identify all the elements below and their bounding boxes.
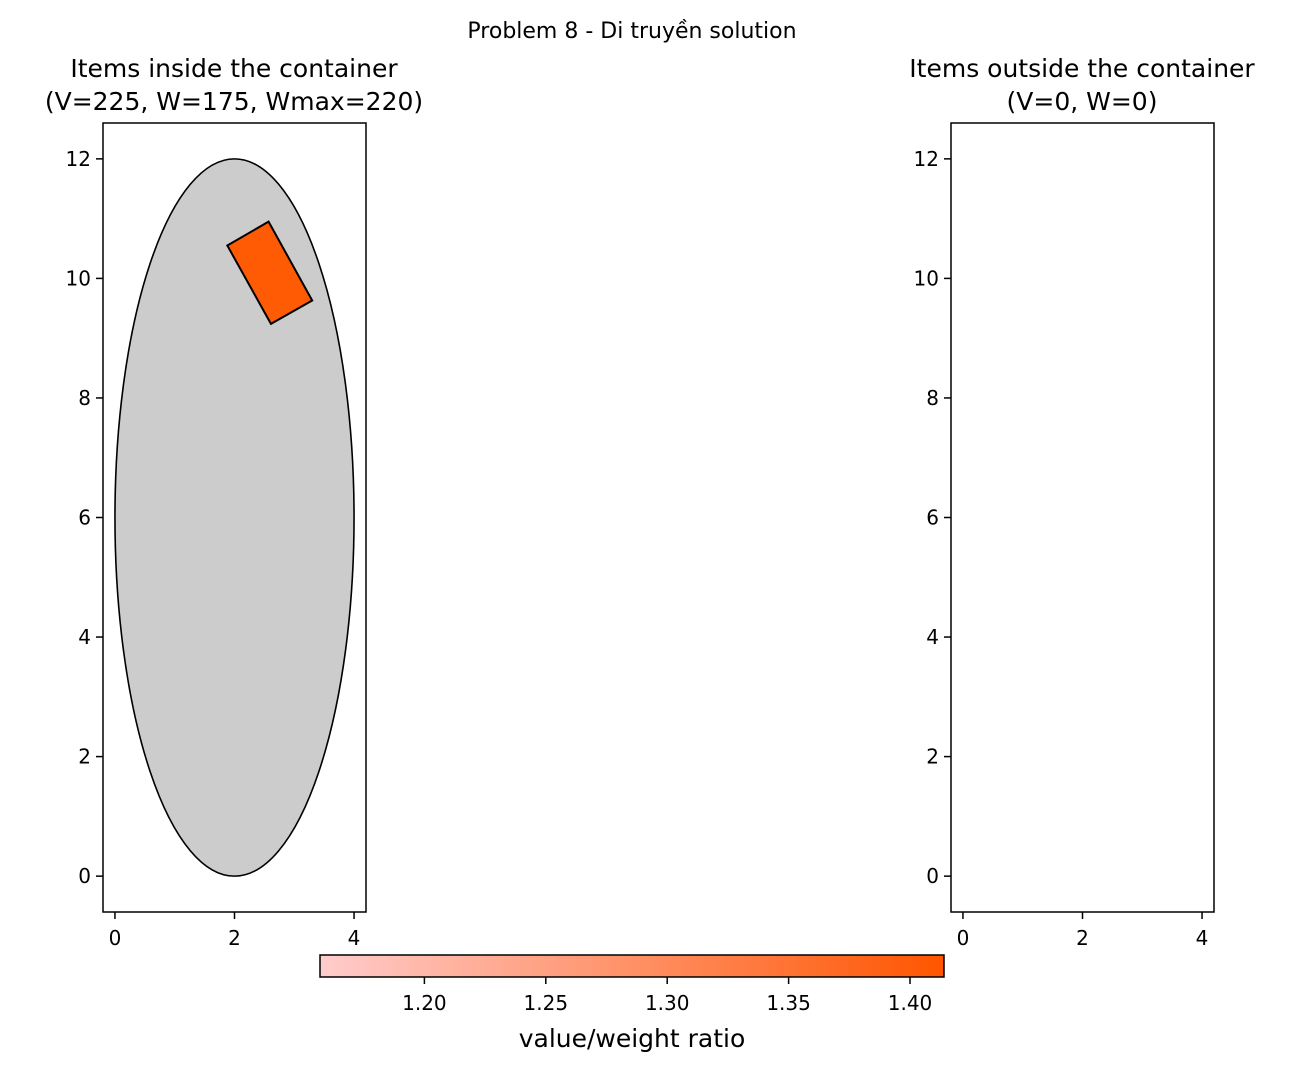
panel-outside-ytick-label: 10 (914, 266, 939, 290)
panel-inside-ytick-label: 8 (78, 386, 91, 410)
colorbar-tick-label: 1.25 (524, 991, 569, 1015)
panel-inside-y-axis: 0 2 4 6 8 10 12 (66, 147, 103, 888)
colorbar-tick-label: 1.35 (766, 991, 811, 1015)
container-ellipse (114, 158, 355, 877)
colorbar-label: value/weight ratio (519, 1024, 746, 1053)
panel-outside-ytick-label: 4 (926, 625, 939, 649)
item-rectangle (225, 220, 314, 326)
panel-outside: Items outside the container (V=0, W=0) 0… (909, 54, 1255, 950)
panel-inside-ytick-label: 12 (66, 147, 91, 171)
panel-outside-ytick-label: 2 (926, 745, 939, 769)
panel-inside-title: Items inside the container (70, 54, 398, 83)
panel-outside-ytick-label: 0 (926, 864, 939, 888)
colorbar-tick-label: 1.40 (888, 991, 933, 1015)
colorbar-tick-label: 1.30 (645, 991, 690, 1015)
panel-outside-frame (950, 122, 1215, 913)
colorbar-tick-label: 1.20 (402, 991, 447, 1015)
panel-inside-xtick-label: 0 (109, 926, 122, 950)
panel-outside-y-axis: 0 2 4 6 8 10 12 (914, 147, 951, 888)
panel-outside-x-axis: 0 2 4 (957, 912, 1209, 950)
panel-inside: Items inside the container (V=225, W=175… (45, 54, 423, 950)
panel-inside-xtick-label: 4 (348, 926, 361, 950)
colorbar-ticks: 1.20 1.25 1.30 1.35 1.40 (402, 977, 932, 1015)
colorbar: 1.20 1.25 1.30 1.35 1.40 value/weight ratio (319, 954, 945, 1053)
panel-inside-ytick-label: 2 (78, 745, 91, 769)
colorbar-gradient (319, 954, 945, 978)
panel-outside-xtick-label: 0 (957, 926, 970, 950)
panel-outside-subtitle: (V=0, W=0) (1007, 87, 1158, 116)
panel-inside-x-axis: 0 2 4 (109, 912, 361, 950)
panel-inside-xtick-label: 2 (228, 926, 241, 950)
panel-inside-ytick-label: 0 (78, 864, 91, 888)
panel-outside-xtick-label: 2 (1076, 926, 1089, 950)
panel-outside-xtick-label: 4 (1196, 926, 1209, 950)
panel-inside-subtitle: (V=225, W=175, Wmax=220) (45, 87, 423, 116)
panel-outside-ytick-label: 8 (926, 386, 939, 410)
panel-outside-ytick-label: 6 (926, 506, 939, 530)
panel-outside-title: Items outside the container (909, 54, 1255, 83)
panel-inside-plot (102, 122, 367, 913)
panel-inside-ytick-label: 10 (66, 266, 91, 290)
panel-inside-ytick-label: 4 (78, 625, 91, 649)
figure-suptitle: Problem 8 - Di truyền solution (467, 19, 796, 44)
panel-inside-ytick-label: 6 (78, 506, 91, 530)
panel-outside-ytick-label: 12 (914, 147, 939, 171)
